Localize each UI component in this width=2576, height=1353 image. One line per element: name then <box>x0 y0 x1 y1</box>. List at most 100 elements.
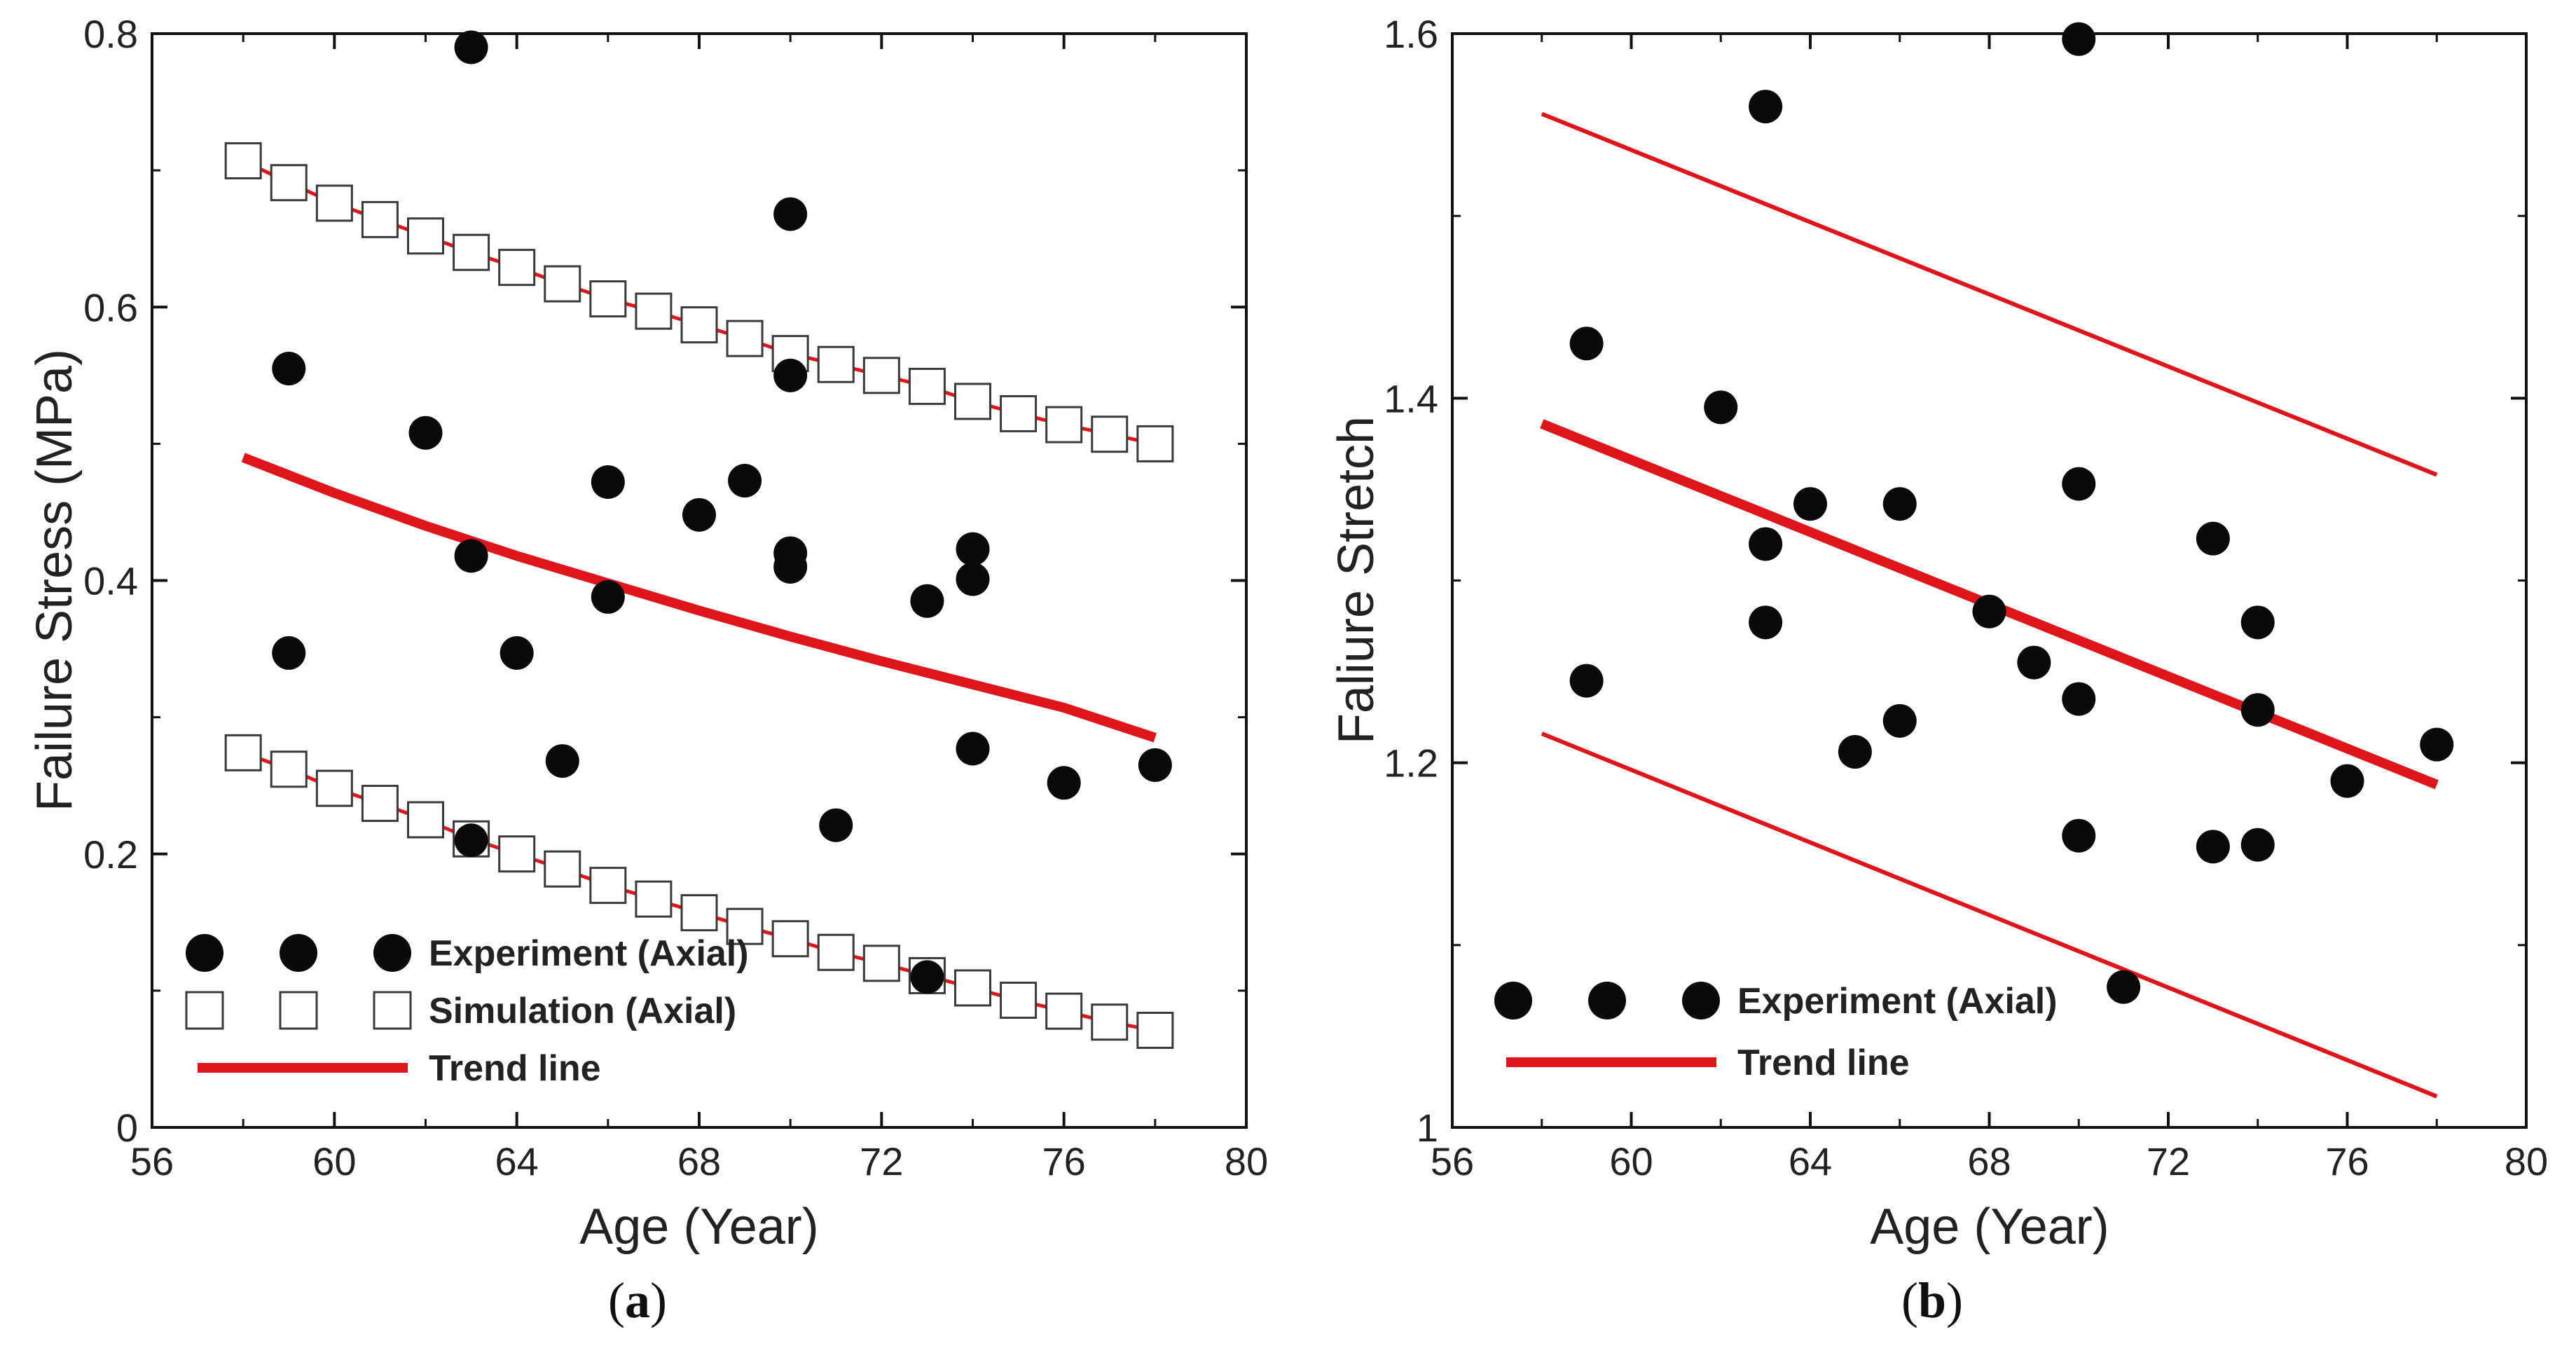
panel-b-experiment-point <box>2240 693 2275 727</box>
panel-a-x-tick-label-72: 72 <box>860 1139 903 1183</box>
panel-a-simulation-point <box>726 320 764 357</box>
panel-a-simulation-point <box>544 265 581 303</box>
panel-b-experiment-point <box>2062 467 2096 501</box>
panel-b-experiment-point <box>1838 735 1872 769</box>
panel-a-experiment-point <box>500 636 534 670</box>
panel-b-plot-frame <box>1451 32 2528 1129</box>
panel-b-experiment-point <box>1749 527 1783 561</box>
panel-a-experiment-point <box>773 358 808 392</box>
panel-a-series <box>224 30 1174 1049</box>
panel-a-simulation-point <box>1136 1011 1174 1049</box>
panel-a-simulation-point <box>1000 982 1038 1019</box>
panel-b-x-tick-label-76: 76 <box>2325 1139 2369 1183</box>
panel-b-experiment-point <box>2017 645 2051 680</box>
panel-a-simulation-point <box>954 383 991 420</box>
panel-b-experiment-point <box>2330 764 2364 798</box>
panel-b-experiment-point <box>2240 827 2275 862</box>
panel-b-y-axis-title: Faliure Stretch <box>1328 416 1384 744</box>
panel-a-experiment-point <box>545 744 579 778</box>
panel-a-simulation-point <box>908 367 946 405</box>
panel-b-experiment-point <box>1882 703 1917 738</box>
panel-a-simulation-point <box>771 920 809 958</box>
panel-b-label: (b) <box>1901 1272 1963 1328</box>
panel-a-simulation-point <box>862 945 900 982</box>
panel-a-simulation-point <box>726 907 764 945</box>
panel-a-experiment-point <box>272 352 306 386</box>
panel-a-legend-label: Simulation (Axial) <box>429 991 736 1031</box>
panel-a-ticks: 56 60 64 68 72 76 80 0 0.2 0.4 0.6 0.8 <box>83 12 1268 1183</box>
panel-a-experiment-point <box>591 579 625 614</box>
panel-b-x-tick-label-64: 64 <box>1789 1139 1832 1183</box>
panel-a-experiment-point <box>1047 766 1081 800</box>
panel-a-simulation-point <box>954 969 991 1007</box>
panel-b-y-tick-label-0: 1 <box>1417 1106 1438 1150</box>
panel-a-simulation-point <box>680 306 718 344</box>
panel-a-experiment-point <box>1138 748 1172 782</box>
panel-b-series <box>1540 22 2454 1099</box>
panel-b-x-tick-label-56: 56 <box>1431 1139 1474 1183</box>
panel-a-y-tick-label-0: 0 <box>116 1106 138 1150</box>
panel-a-experiment-point <box>454 30 488 64</box>
panel-b-ticks: 56 60 64 68 72 76 80 1 1.2 1.4 1.6 <box>1384 12 2548 1183</box>
panel-b-experiment-point <box>2062 22 2096 56</box>
panel-a-simulation-point <box>817 933 855 971</box>
panel-a-trend-line <box>241 453 1157 743</box>
panel-b-experiment-point <box>2196 830 2230 864</box>
panel-a-simulation-point <box>224 142 262 179</box>
panel-a-experiment-point <box>591 465 625 500</box>
panel-a-legend: Experiment (Axial) Simulation (Axial) Tren… <box>185 933 749 1089</box>
panel-a-legend-label: Trend line <box>429 1048 601 1089</box>
panel-a-experiment-point <box>910 960 944 994</box>
panel-a-experiment-point <box>956 532 990 566</box>
panel-a-experiment-point <box>454 539 488 573</box>
panel-a-simulation-point <box>1045 406 1083 444</box>
panel-a-simulation-point <box>1091 1003 1129 1041</box>
panel-a-legend-square-marker <box>279 991 318 1030</box>
panel-b-legend: Experiment (Axial) Trend line <box>1494 981 2058 1083</box>
panel-a-legend-circle-marker <box>280 934 317 972</box>
panel-a-y-axis-title: Failure Stress (MPa) <box>27 349 83 811</box>
panel-a-experiment-point <box>272 636 306 670</box>
panel-a-y-tick-label-1: 0.2 <box>83 832 138 877</box>
panel-a-simulation-point <box>862 357 900 394</box>
panel-a-simulation-point <box>1000 394 1038 432</box>
panel-a-experiment-point <box>819 808 853 842</box>
panel-b-x-tick-label-80: 80 <box>2505 1139 2548 1183</box>
panel-a-legend-square-marker <box>185 991 224 1030</box>
panel-a-experiment-point <box>408 415 443 450</box>
panel-a-simulation-point <box>453 233 490 271</box>
panel-a-x-tick-label-56: 56 <box>130 1139 174 1183</box>
panel-a-experiment-point <box>728 464 762 498</box>
panel-a-simulation-point <box>635 880 673 918</box>
panel-a-simulation-point <box>407 801 444 839</box>
panel-b-legend-label: Trend line <box>1737 1043 1910 1083</box>
panel-b-experiment-point <box>1972 594 2006 629</box>
panel-a-simulation-point <box>315 769 353 807</box>
panel-a-y-tick-label-4: 0.8 <box>83 12 138 56</box>
panel-a-simulation-point <box>407 217 444 255</box>
panel-a-simulation-point <box>270 164 308 202</box>
panel-b-legend-circle-marker <box>1682 982 1720 1019</box>
panel-a-simulation-point <box>1045 992 1083 1030</box>
panel-a-legend-square-marker <box>373 991 412 1030</box>
panel-a-experiment-point <box>773 197 808 231</box>
panel-a-simulation-point <box>361 785 399 823</box>
panel-a-simulation-point <box>589 867 627 905</box>
panel-b-experiment-point <box>2196 521 2230 556</box>
panel-b-x-tick-label-72: 72 <box>2147 1139 2190 1183</box>
panel-a-simulation-point <box>270 750 308 788</box>
panel-b-bound-line <box>1541 111 2438 477</box>
panel-b-experiment-point <box>1882 487 1917 521</box>
panel-b-legend-circle-marker <box>1588 982 1626 1019</box>
panel-a-y-tick-label-3: 0.6 <box>83 285 138 329</box>
panel-a-simulation-point <box>680 894 718 932</box>
panel-b-legend-label: Experiment (Axial) <box>1737 981 2058 1022</box>
panel-a-x-tick-label-80: 80 <box>1225 1139 1268 1183</box>
panel-b-chart: 56 60 64 68 72 76 80 1 1.2 1.4 1.6 Age (Year) Fali… <box>1328 12 2548 1328</box>
panel-b-bound-line <box>1541 732 2438 1099</box>
panel-a-simulation-point <box>224 734 262 771</box>
panel-b-x-tick-label-60: 60 <box>1609 1139 1653 1183</box>
panel-b-experiment-point <box>1749 605 1783 640</box>
panel-a-y-tick-label-2: 0.4 <box>83 559 138 603</box>
panel-a-simulation-point <box>1136 425 1174 462</box>
